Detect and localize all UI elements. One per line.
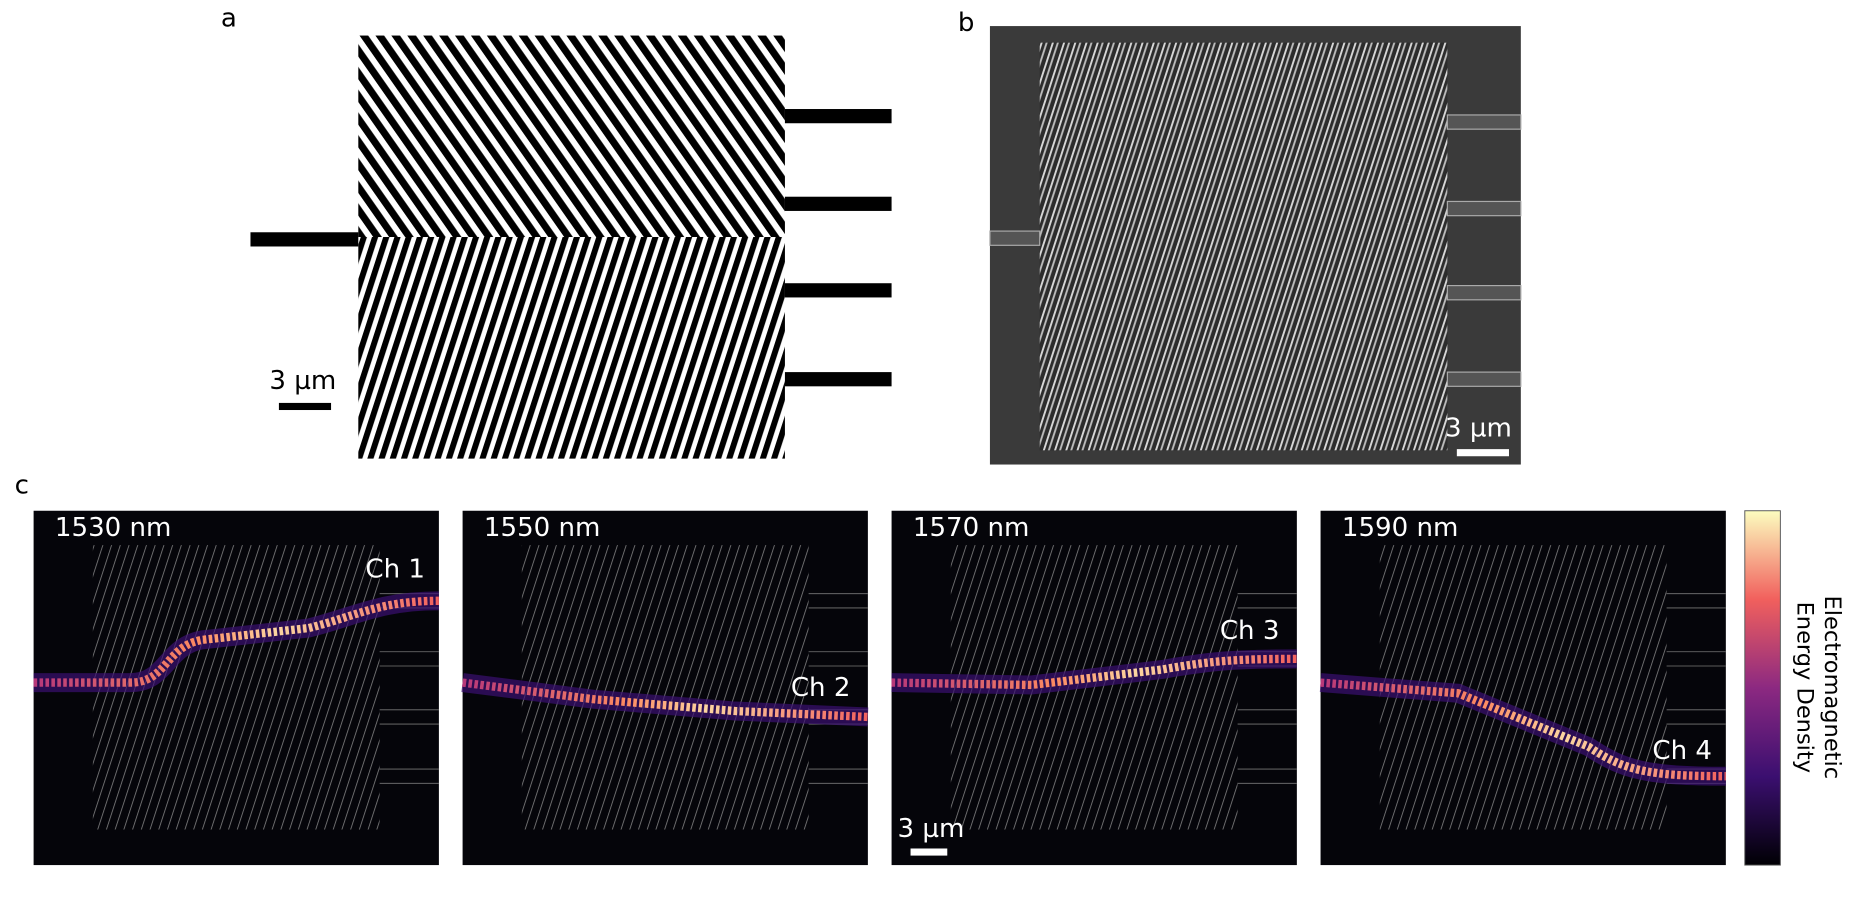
colorbar <box>1744 510 1781 866</box>
output-waveguide <box>1446 371 1522 387</box>
scale-bar <box>278 402 332 411</box>
channel-label: Ch 2 <box>791 673 851 703</box>
input-waveguide <box>989 230 1041 246</box>
panel-b: b 3 µm <box>958 8 1522 465</box>
output-waveguide <box>784 196 892 211</box>
panel-a: a 3 µm <box>221 3 892 459</box>
channel-label: Ch 3 <box>1220 616 1280 646</box>
output-waveguide <box>784 283 892 298</box>
field-mode <box>891 654 1297 690</box>
design-pattern <box>358 35 785 238</box>
scale-bar <box>910 848 948 856</box>
output-waveguide <box>1446 114 1522 130</box>
scale-bar <box>1456 449 1509 457</box>
design-pattern <box>358 237 785 459</box>
sem-pattern <box>1039 42 1448 451</box>
wavelength-label: 1570 nm <box>913 513 1030 543</box>
colorbar-label: Electromagnetic <box>1819 596 1845 780</box>
panel-label: b <box>958 8 975 38</box>
wavelength-label: 1530 nm <box>55 513 172 543</box>
panel-label: c <box>15 470 29 500</box>
scale-bar-label: 3 µm <box>1445 413 1512 443</box>
scale-bar-label: 3 µm <box>269 366 336 396</box>
field-mode <box>462 678 869 722</box>
colorbar-label: Energy Density <box>1792 602 1818 773</box>
field-mode <box>1320 678 1726 781</box>
output-waveguide <box>784 109 892 124</box>
channel-label: Ch 1 <box>365 555 425 585</box>
panel-label: a <box>221 3 237 33</box>
input-waveguide <box>250 232 359 247</box>
wavelength-label: 1590 nm <box>1342 513 1459 543</box>
channel-label: Ch 4 <box>1652 736 1712 766</box>
panel-c: c Electromagnetic Energy Density 1530 nm… <box>15 470 1845 866</box>
output-waveguide <box>784 372 892 387</box>
scale-bar-label: 3 µm <box>898 814 965 844</box>
wavelength-label: 1550 nm <box>484 513 601 543</box>
field-mode <box>33 596 439 687</box>
output-waveguide <box>1446 285 1522 301</box>
output-waveguide <box>1446 200 1522 217</box>
